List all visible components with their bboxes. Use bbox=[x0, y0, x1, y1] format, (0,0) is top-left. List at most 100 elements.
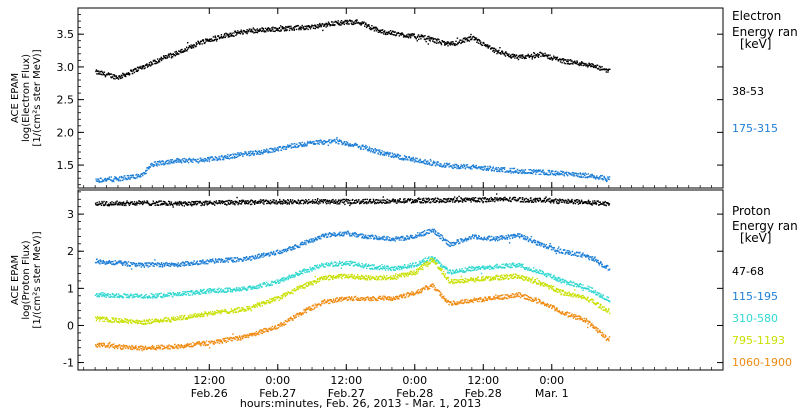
data-point bbox=[195, 201, 196, 202]
data-point bbox=[292, 29, 293, 30]
data-point bbox=[191, 201, 192, 202]
data-point bbox=[186, 294, 187, 295]
data-point bbox=[161, 200, 162, 201]
data-point bbox=[283, 249, 284, 250]
data-point bbox=[278, 30, 279, 31]
data-point bbox=[213, 36, 214, 37]
data-point bbox=[486, 201, 487, 202]
data-point bbox=[390, 30, 391, 31]
data-point bbox=[345, 200, 346, 201]
data-point bbox=[370, 29, 371, 30]
data-point bbox=[217, 259, 218, 260]
data-point bbox=[491, 236, 492, 237]
data-point bbox=[189, 294, 190, 295]
data-point bbox=[177, 158, 178, 159]
data-point bbox=[271, 30, 272, 31]
data-point bbox=[178, 203, 179, 204]
data-point bbox=[406, 34, 407, 35]
data-point bbox=[445, 166, 446, 167]
data-point bbox=[101, 294, 102, 295]
data-point bbox=[544, 244, 545, 245]
data-point bbox=[127, 179, 128, 180]
data-point bbox=[279, 199, 280, 200]
data-point bbox=[203, 161, 204, 162]
data-point bbox=[501, 167, 502, 168]
data-point bbox=[232, 157, 233, 158]
data-point bbox=[453, 165, 454, 166]
data-point bbox=[189, 263, 190, 264]
data-point bbox=[263, 29, 264, 30]
data-point bbox=[581, 177, 582, 178]
data-point bbox=[454, 196, 455, 197]
data-point bbox=[504, 169, 505, 170]
data-point bbox=[547, 58, 548, 59]
data-point bbox=[179, 204, 180, 205]
data-point bbox=[241, 32, 242, 33]
data-point bbox=[157, 294, 158, 295]
data-point bbox=[534, 239, 535, 240]
proton-y-tick-label: -1 bbox=[63, 357, 74, 370]
data-point bbox=[150, 166, 151, 167]
data-point bbox=[119, 76, 120, 77]
data-point bbox=[451, 166, 452, 167]
data-point bbox=[480, 168, 481, 169]
data-point bbox=[361, 234, 362, 235]
data-point bbox=[549, 201, 550, 202]
data-point bbox=[134, 297, 135, 298]
data-point bbox=[580, 203, 581, 204]
data-point bbox=[566, 172, 567, 173]
data-point bbox=[483, 201, 484, 202]
data-point bbox=[237, 30, 238, 31]
data-point bbox=[245, 203, 246, 204]
data-point bbox=[282, 201, 283, 202]
data-point bbox=[505, 55, 506, 56]
data-point bbox=[366, 203, 367, 204]
data-point bbox=[313, 141, 314, 142]
data-point bbox=[351, 23, 352, 24]
data-point bbox=[548, 55, 549, 56]
data-point bbox=[330, 24, 331, 25]
data-point bbox=[434, 202, 435, 203]
data-point bbox=[325, 202, 326, 203]
data-point bbox=[329, 203, 330, 204]
data-point bbox=[98, 262, 99, 263]
data-point bbox=[228, 257, 229, 258]
data-point bbox=[570, 59, 571, 60]
proton-y-axis-title-line: log(Proton Flux) bbox=[21, 240, 32, 319]
data-point bbox=[185, 292, 186, 293]
data-point bbox=[548, 247, 549, 248]
data-point bbox=[295, 147, 296, 148]
data-point bbox=[167, 56, 168, 57]
data-point bbox=[472, 199, 473, 200]
data-point bbox=[349, 200, 350, 201]
data-point bbox=[149, 295, 150, 296]
data-point bbox=[302, 200, 303, 201]
data-point bbox=[592, 256, 593, 257]
data-point bbox=[152, 64, 153, 65]
data-point bbox=[195, 159, 196, 160]
data-point bbox=[113, 296, 114, 297]
data-point bbox=[296, 29, 297, 30]
data-point bbox=[282, 250, 283, 251]
data-point bbox=[432, 201, 433, 202]
data-point bbox=[154, 165, 155, 166]
data-point bbox=[465, 201, 466, 202]
data-point bbox=[172, 205, 173, 206]
data-point bbox=[344, 199, 345, 200]
data-point bbox=[161, 57, 162, 58]
data-point bbox=[139, 203, 140, 204]
data-point bbox=[509, 198, 510, 199]
data-point bbox=[271, 27, 272, 28]
data-point bbox=[163, 293, 164, 294]
data-point bbox=[386, 238, 387, 239]
data-point bbox=[197, 203, 198, 204]
data-point bbox=[129, 73, 130, 74]
data-point bbox=[460, 166, 461, 167]
data-point bbox=[200, 289, 201, 290]
data-point bbox=[540, 174, 541, 175]
data-point bbox=[459, 41, 460, 42]
data-point bbox=[185, 48, 186, 49]
data-point bbox=[215, 35, 216, 36]
data-point bbox=[184, 262, 185, 263]
data-point bbox=[423, 198, 424, 199]
